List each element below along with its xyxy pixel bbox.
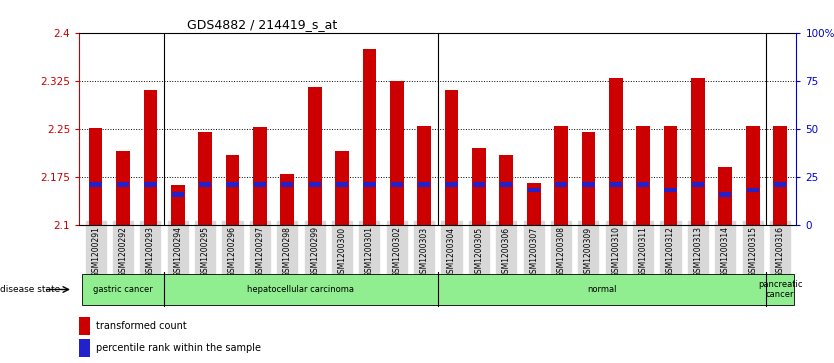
Bar [636,126,650,225]
Bar [364,183,375,187]
Bar [417,126,431,225]
Bar [143,90,158,225]
Bar [610,183,622,187]
Bar [773,126,787,225]
Text: hepatocellular carcinoma: hepatocellular carcinoma [248,285,354,294]
Bar [691,183,704,187]
Text: GDS4882 / 214419_s_at: GDS4882 / 214419_s_at [187,19,337,32]
Bar [418,183,430,187]
Bar [199,183,211,187]
Bar [253,127,267,225]
Bar [500,155,513,225]
Bar [665,188,676,192]
Bar [719,192,731,196]
Bar [445,90,459,225]
Bar [309,183,321,187]
Bar [144,183,157,187]
Bar [582,183,595,187]
Bar [555,126,568,225]
Bar [664,126,677,225]
Bar [88,127,103,225]
Bar [527,183,540,225]
Text: pancreatic
cancer: pancreatic cancer [758,280,802,299]
Bar [438,274,766,305]
Bar [390,81,404,225]
Bar [336,183,348,187]
Text: gastric cancer: gastric cancer [93,285,153,294]
Bar [746,126,760,225]
Bar [500,183,512,187]
Text: transformed count: transformed count [96,321,187,331]
Bar [280,174,294,225]
Bar [198,132,212,225]
Bar [226,155,239,225]
Bar [390,183,403,187]
Bar [766,274,794,305]
Bar [335,151,349,225]
Bar [445,183,458,187]
Bar [117,183,129,187]
Bar [308,87,321,225]
Bar [171,185,184,225]
Bar [527,188,540,192]
Bar [82,274,164,305]
Bar [555,183,567,187]
Bar [746,188,759,192]
Bar [172,192,184,196]
Text: percentile rank within the sample: percentile rank within the sample [96,343,261,353]
Bar [164,274,438,305]
Bar [281,183,294,187]
Bar [254,183,266,187]
Bar [472,148,485,225]
Bar [637,183,650,187]
Bar [774,183,786,187]
Bar [226,183,239,187]
Bar [363,49,376,225]
Bar [609,78,623,225]
Bar [116,151,130,225]
Bar [79,339,90,357]
Bar [718,167,732,225]
Bar [473,183,485,187]
Bar [581,132,595,225]
Bar [691,78,705,225]
Text: disease state: disease state [0,285,60,294]
Bar [79,317,90,335]
Text: normal: normal [587,285,617,294]
Bar [89,183,102,187]
